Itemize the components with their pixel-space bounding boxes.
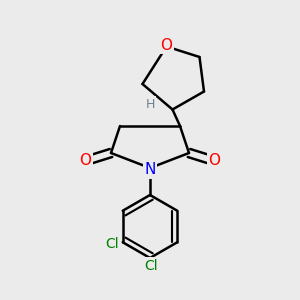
Text: H: H <box>145 98 155 111</box>
Text: O: O <box>80 153 92 168</box>
Text: O: O <box>160 38 172 52</box>
Text: O: O <box>208 153 220 168</box>
Text: Cl: Cl <box>105 237 119 251</box>
Text: Cl: Cl <box>145 259 158 272</box>
Text: N: N <box>144 162 156 177</box>
